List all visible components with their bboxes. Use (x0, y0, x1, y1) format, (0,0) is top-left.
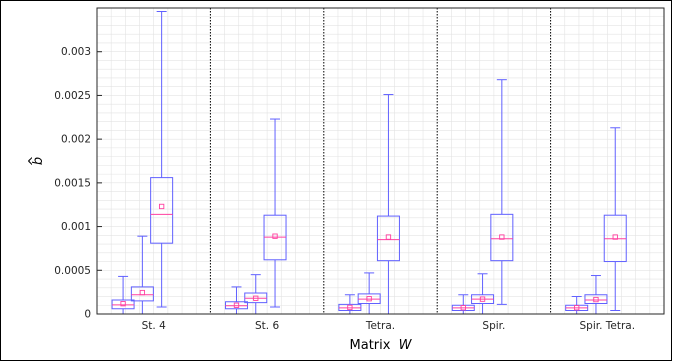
box-mean-marker (347, 304, 353, 311)
y-tick-label: 0.001 (61, 221, 91, 233)
group-separators (209, 8, 552, 314)
box-iqr (130, 286, 154, 302)
box-mean-marker (479, 296, 486, 302)
box-mean-marker (253, 295, 259, 301)
box-mean-marker (499, 234, 505, 240)
axes-box (96, 7, 665, 315)
y-tick-label: 0.0005 (54, 265, 91, 277)
box-iqr (490, 213, 514, 262)
y-axis-label-text: b (31, 157, 46, 165)
box-item (565, 296, 589, 315)
box-mean-marker (366, 296, 372, 302)
box-item (603, 127, 627, 312)
box-item (130, 235, 154, 315)
box-iqr (150, 177, 174, 244)
y-axis-label: b ^ (27, 156, 46, 167)
box-item (584, 275, 608, 315)
box-mean-marker (139, 289, 146, 296)
box-mean-marker (460, 305, 466, 311)
box-item (338, 294, 362, 315)
y-tick-label: 0.002 (61, 134, 91, 146)
box-item (490, 79, 514, 305)
y-tick-label: 0.0015 (54, 177, 91, 189)
x-tick-label: Spir. (482, 320, 505, 332)
x-tick-label: St. 6 (255, 320, 279, 332)
x-axis-ticks: St. 4 St. 6 Tetra. Spir. Spir. Tetra. (142, 320, 635, 332)
box-mean-marker (593, 296, 599, 303)
box-item (224, 286, 248, 315)
grid-lines (97, 7, 664, 315)
y-axis-label-hat: ^ (27, 156, 42, 167)
box-item (451, 294, 475, 315)
box-series (111, 10, 627, 315)
box-iqr (376, 215, 400, 262)
x-axis-label-text: Matrix (350, 338, 391, 353)
box-item (244, 274, 268, 315)
y-axis-ticks: 0 0.0005 0.001 0.0015 0.002 0.0025 0.003 (54, 46, 102, 321)
box-mean-marker (612, 234, 618, 240)
box-item (357, 272, 381, 315)
y-tick-label: 0.0025 (54, 90, 91, 102)
x-tick-label: Tetra. (365, 320, 395, 332)
y-tick-label: 0.003 (61, 46, 91, 58)
box-item (263, 118, 287, 308)
box-mean-marker (574, 305, 580, 311)
box-mean-marker (233, 302, 240, 308)
box-item (150, 10, 174, 308)
box-mean-marker (272, 233, 278, 239)
box-mean-marker (385, 234, 392, 240)
box-mean-marker (120, 301, 126, 307)
box-item (111, 275, 135, 315)
box-mean-marker (158, 203, 165, 210)
x-tick-label: Spir. Tetra. (580, 320, 636, 332)
x-axis-label: Matrix W (350, 338, 413, 353)
y-tick-label: 0 (84, 309, 91, 321)
x-tick-label: St. 4 (142, 320, 166, 332)
box-item (471, 273, 495, 315)
box-iqr (584, 294, 608, 305)
x-axis-label-variable: W (399, 338, 413, 353)
